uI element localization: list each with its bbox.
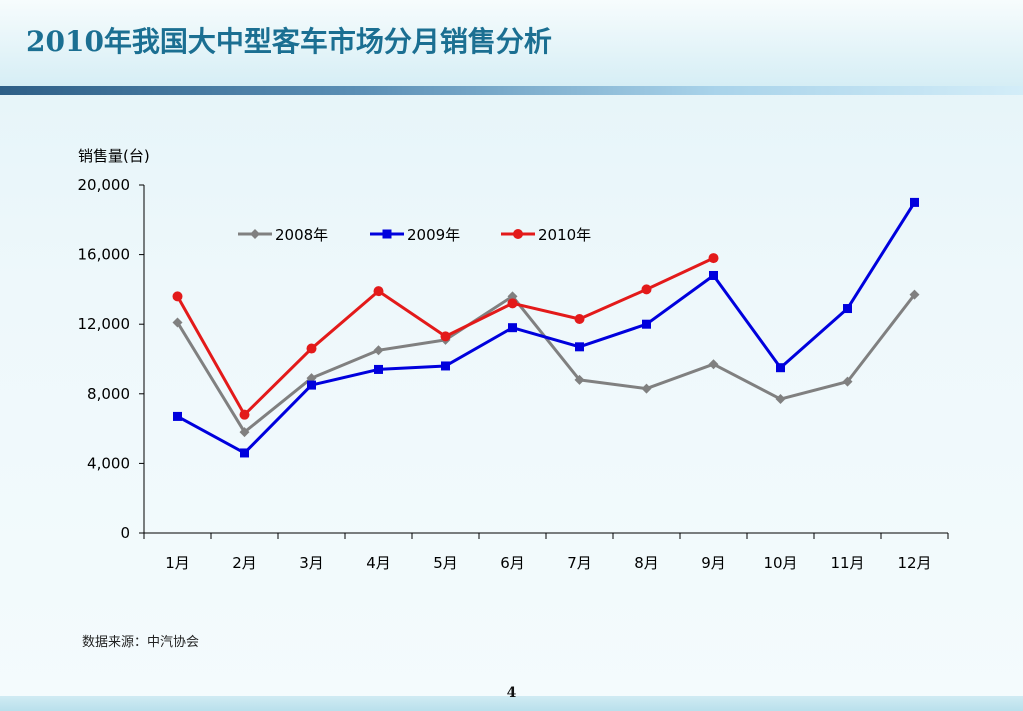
legend-label: 2009年 (407, 226, 460, 244)
data-point-circle (708, 253, 719, 264)
data-point-diamond (507, 291, 518, 302)
legend-label: 2010年 (538, 226, 591, 244)
data-point-circle (507, 298, 518, 309)
legend-item: 2009年 (370, 226, 460, 244)
footer-bar (0, 696, 1023, 711)
data-point-square (173, 411, 182, 421)
data-point-square (776, 363, 785, 373)
data-point-diamond (574, 374, 585, 385)
x-tick-labels: 1月 2月 3月 4月 5月 6月 7月 8月 9月 10月 11月 12月 (165, 554, 931, 572)
data-point-square (240, 448, 249, 458)
x-tick-label: 10月 (763, 554, 797, 572)
data-source-note: 数据来源：中汽协会 (82, 635, 200, 650)
data-point-circle (440, 331, 451, 342)
y-tick-label: 12,000 (78, 315, 131, 333)
data-point-square (374, 364, 383, 374)
y-tick-label: 4,000 (87, 454, 130, 472)
legend-item: 2010年 (501, 226, 591, 244)
chart-legend: 2008年 2009年 2010年 (238, 226, 591, 244)
page-number: 4 (506, 685, 517, 701)
data-point-circle (239, 409, 250, 420)
slide-header (0, 0, 1023, 86)
series-2009年 (173, 197, 919, 458)
data-point-square (508, 323, 517, 333)
x-tick-label: 6月 (500, 554, 525, 572)
data-point-diamond (641, 383, 652, 394)
x-tick-label: 2月 (232, 554, 257, 572)
legend-item: 2008年 (238, 226, 328, 244)
data-point-circle (373, 286, 384, 297)
y-tick-label: 0 (120, 524, 130, 542)
data-point-square (642, 319, 651, 329)
data-point-diamond (250, 229, 260, 239)
x-tick-label: 11月 (830, 554, 864, 572)
data-point-circle (306, 343, 317, 354)
data-point-circle (641, 284, 652, 295)
data-point-circle (172, 291, 183, 302)
data-point-diamond (239, 427, 250, 438)
x-tick-label: 1月 (165, 554, 190, 572)
data-point-diamond (775, 394, 786, 405)
series-lines (172, 197, 920, 458)
y-tick-labels: 0 4,000 8,000 12,000 16,000 20,000 (78, 176, 131, 542)
data-point-square (307, 380, 316, 390)
x-tick-label: 4月 (366, 554, 391, 572)
data-point-diamond (373, 345, 384, 356)
legend-label: 2008年 (275, 226, 328, 244)
x-tick-label: 5月 (433, 554, 458, 572)
y-tick-label: 16,000 (78, 246, 131, 264)
data-point-square (441, 361, 450, 371)
data-point-circle (513, 229, 523, 239)
data-point-diamond (708, 359, 719, 370)
data-point-diamond (842, 376, 853, 387)
x-tick-label: 9月 (701, 554, 726, 572)
series-line (176, 293, 916, 434)
series-line (176, 201, 916, 455)
series-2010年 (172, 253, 719, 420)
chart-axes (139, 184, 949, 539)
x-tick-label: 3月 (299, 554, 324, 572)
data-point-square (382, 229, 392, 239)
header-divider (0, 86, 1023, 95)
data-point-circle (574, 313, 585, 324)
data-point-square (910, 197, 919, 207)
y-tick-label: 20,000 (78, 176, 131, 194)
y-axis-title: 销售量(台) (78, 147, 150, 165)
data-point-square (843, 304, 852, 314)
data-point-diamond (909, 289, 920, 300)
x-tick-label: 12月 (897, 554, 931, 572)
y-tick-label: 8,000 (87, 385, 130, 403)
data-point-diamond (172, 317, 183, 328)
slide-title: 2010年我国大中型客车市场分月销售分析 (26, 25, 552, 58)
x-tick-label: 7月 (567, 554, 592, 572)
x-tick-label: 8月 (634, 554, 659, 572)
data-point-square (575, 342, 584, 352)
series-2008年 (172, 289, 920, 438)
data-point-square (709, 270, 718, 280)
